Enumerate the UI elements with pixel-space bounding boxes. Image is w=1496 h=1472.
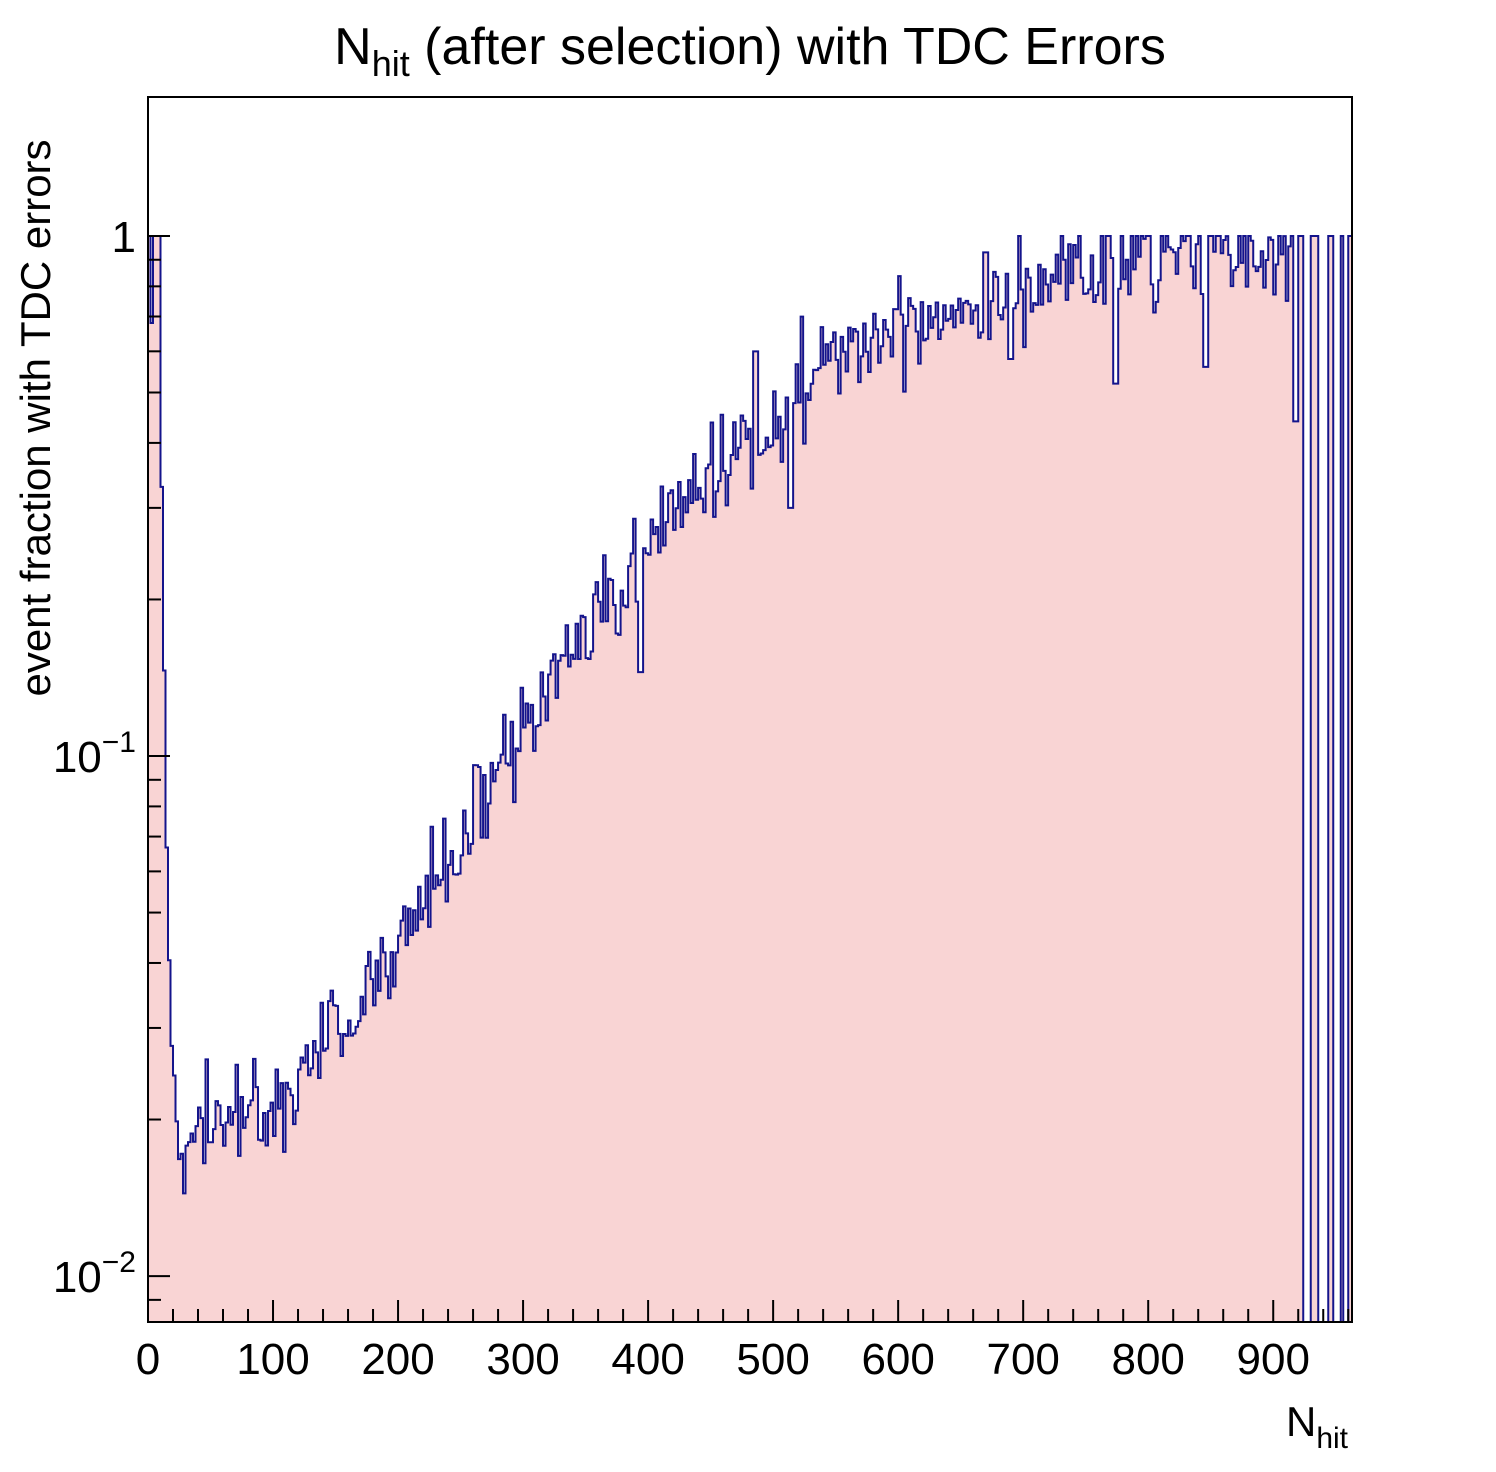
x-tick-label: 800 <box>1111 1335 1184 1384</box>
y-tick-label: 1 <box>112 213 136 262</box>
y-axis-title: event fraction with TDC errors <box>12 139 59 696</box>
x-axis-title-prefix: N <box>1286 1398 1316 1445</box>
x-tick-label: 700 <box>986 1335 1059 1384</box>
x-axis-title: Nhit <box>1286 1398 1349 1455</box>
x-tick-label: 600 <box>861 1335 934 1384</box>
y-tick-label: 10−2 <box>53 1246 136 1302</box>
chart-title-subscript: hit <box>372 43 410 84</box>
chart-title: Nhit (after selection) with TDC Errors <box>334 18 1166 84</box>
chart-title-prefix: N <box>334 18 372 76</box>
x-axis-title-subscript: hit <box>1316 1422 1348 1455</box>
histogram-series <box>147 234 1353 1323</box>
x-tick-label: 0 <box>136 1335 160 1384</box>
y-tick-label: 10−1 <box>53 726 136 782</box>
x-tick-label: 500 <box>736 1335 809 1384</box>
x-tick-label: 300 <box>486 1335 559 1384</box>
axis-tick-labels: 0 100 200 300 400 500 600 700 800 900 1 10−1 10−2 <box>53 213 1310 1384</box>
chart-title-rest: (after selection) with TDC Errors <box>410 18 1166 76</box>
plot-frame <box>147 96 1353 1323</box>
x-tick-label: 900 <box>1237 1335 1310 1384</box>
axis-ticks <box>147 234 1350 1322</box>
x-tick-label: 400 <box>611 1335 684 1384</box>
x-tick-label: 100 <box>236 1335 309 1384</box>
x-tick-label: 200 <box>361 1335 434 1384</box>
